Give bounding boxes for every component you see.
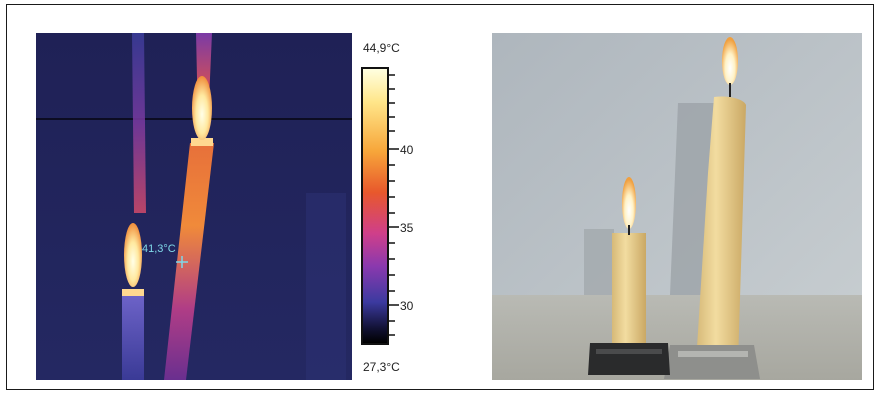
- thermal-panel: 41,3°C 44,9°C 40 35 30 27,3°C: [36, 33, 414, 380]
- spot-temperature-label: 41,3°C: [142, 243, 176, 255]
- figure-frame: [6, 4, 874, 390]
- scale-ticks: [389, 74, 399, 336]
- temperature-scale-bar: [361, 67, 389, 345]
- scale-min-label: 27,3°C: [363, 360, 400, 374]
- scale-max-label: 44,9°C: [363, 41, 400, 55]
- scale-tick-30: 30: [400, 299, 414, 313]
- scale-tick-35: 35: [400, 221, 414, 235]
- thermal-image: 41,3°C: [36, 33, 352, 380]
- scale-tick-40: 40: [400, 143, 414, 157]
- candle-photo: [492, 33, 862, 380]
